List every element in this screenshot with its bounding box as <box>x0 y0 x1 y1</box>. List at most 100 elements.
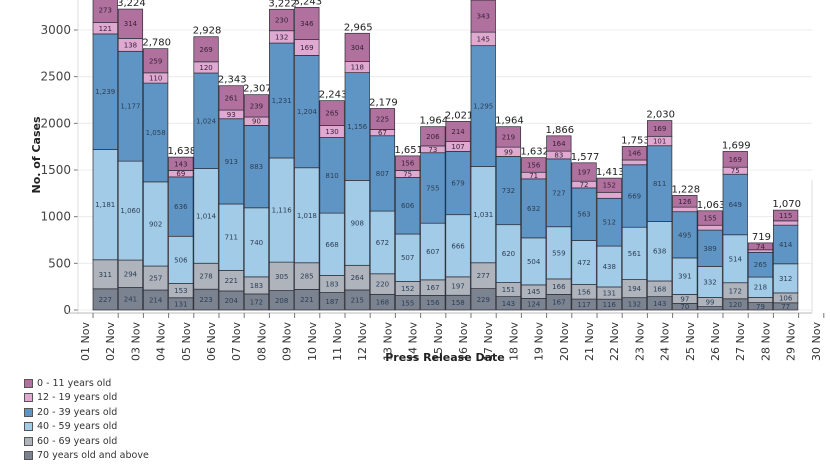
bar-stack: 158 197 666 679 107 214 2,021 <box>445 110 474 311</box>
segment-label: 227 <box>99 296 112 304</box>
legend-item[interactable]: 12 - 19 years old <box>24 391 149 406</box>
segment-label: 167 <box>426 284 439 292</box>
segment-label: 143 <box>174 160 187 168</box>
segment-label: 666 <box>451 242 465 250</box>
bar-segment <box>143 82 169 183</box>
x-tick-label: 10 Nov <box>306 322 319 361</box>
segment-label: 115 <box>779 212 792 220</box>
segment-label: 294 <box>124 270 138 278</box>
segment-label: 75 <box>403 170 412 178</box>
segment-label: 166 <box>552 283 566 291</box>
segment-label: 265 <box>325 110 338 118</box>
bar-segment <box>143 48 169 74</box>
y-axis-title: No. of Cases <box>30 116 43 193</box>
total-label: 1,413 <box>596 167 625 178</box>
segment-label: 711 <box>225 234 238 242</box>
bar-stack: 208 305 1,116 1,231 132 230 3,222 <box>268 0 297 311</box>
segment-label: 1,204 <box>297 108 318 116</box>
bar-segment <box>445 214 471 278</box>
bar-segment <box>672 195 698 208</box>
segment-label: 116 <box>603 301 617 309</box>
bar-segment <box>395 177 421 235</box>
segment-label: 164 <box>552 140 566 148</box>
x-tick-label: 05 Nov <box>180 322 193 361</box>
bar-segment <box>621 159 648 166</box>
bar-segment <box>470 45 496 167</box>
segment-label: 101 <box>653 138 666 146</box>
legend-swatch <box>24 451 33 461</box>
segment-label: 83 <box>554 152 563 160</box>
segment-label: 214 <box>451 128 465 136</box>
segment-label: 512 <box>603 219 616 227</box>
segment-label: 638 <box>653 248 666 256</box>
bar-segment <box>193 262 219 290</box>
bar-stack: 223 278 1,014 1,024 120 269 2,928 <box>193 26 221 311</box>
x-tick-label: 26 Nov <box>709 322 722 361</box>
segment-label: 187 <box>325 298 338 306</box>
segment-label: 807 <box>376 170 389 178</box>
segment-label: 156 <box>527 161 541 169</box>
segment-label: 908 <box>351 219 364 227</box>
bar-stack: 167 166 559 727 83 164 1,866 <box>546 125 574 311</box>
bar-segment <box>117 8 144 39</box>
y-tick-label: 1500 <box>40 163 71 177</box>
legend-swatch <box>24 436 33 446</box>
legend-item[interactable]: 20 - 39 years old <box>24 405 149 420</box>
total-label: 1,753 <box>621 135 650 146</box>
segment-label: 668 <box>325 241 338 249</box>
bar-segment <box>294 262 320 290</box>
segment-label: 391 <box>678 273 691 281</box>
total-label: 1,632 <box>520 147 549 158</box>
segment-label: 118 <box>351 64 364 72</box>
bar-segment <box>773 263 799 294</box>
segment-label: 472 <box>577 259 590 267</box>
segment-label: 755 <box>426 184 439 192</box>
legend-item[interactable]: 40 - 59 years old <box>24 420 149 435</box>
segment-label: 197 <box>451 283 464 291</box>
bar-segment <box>294 55 320 169</box>
segment-label: 120 <box>729 301 742 309</box>
segment-label: 99 <box>706 299 715 307</box>
segment-label: 312 <box>779 275 792 283</box>
segment-label: 172 <box>729 287 742 295</box>
segment-label: 145 <box>477 35 490 43</box>
segment-label: 71 <box>529 172 538 180</box>
segment-label: 632 <box>527 205 540 213</box>
x-tick-label: 22 Nov <box>608 322 621 361</box>
segment-label: 1,181 <box>95 201 115 209</box>
bar-segment <box>269 8 295 32</box>
bar-stack: 116 131 438 512 152 1,413 <box>596 167 625 311</box>
bar-segment <box>243 94 270 118</box>
segment-label: 311 <box>99 271 112 279</box>
legend-item[interactable]: 0 - 11 years old <box>24 376 149 391</box>
bar-segment <box>722 173 748 236</box>
bar-segment <box>747 297 774 303</box>
legend-item[interactable]: 70 years old and above <box>24 449 149 464</box>
total-label: 2,021 <box>445 110 474 121</box>
segment-label: 218 <box>754 284 767 292</box>
segment-label: 168 <box>376 299 389 307</box>
segment-label: 208 <box>275 297 288 305</box>
segment-label: 206 <box>426 133 440 141</box>
bar-segment <box>521 178 547 239</box>
bar-stack: 155 152 507 606 75 156 1,651 <box>394 145 423 311</box>
legend-item[interactable]: 60 - 69 years old <box>24 434 149 449</box>
x-tick-label: 14 Nov <box>407 322 420 361</box>
bar-segment <box>319 137 345 214</box>
total-label: 1,651 <box>394 145 423 156</box>
segment-label: 225 <box>376 115 389 123</box>
segment-label: 285 <box>300 273 313 281</box>
segment-label: 214 <box>149 297 163 305</box>
segment-label: 145 <box>527 288 540 296</box>
bar-segment <box>168 235 194 284</box>
total-label: 1,228 <box>672 184 701 195</box>
segment-label: 74 <box>756 243 765 251</box>
total-label: 2,179 <box>369 97 398 108</box>
bar-segment <box>395 233 421 282</box>
bar-segment <box>747 251 774 278</box>
segment-label: 126 <box>678 198 692 206</box>
x-tick-label: 21 Nov <box>583 322 596 361</box>
bar-segment <box>420 126 446 147</box>
x-tick-label: 19 Nov <box>533 322 546 361</box>
